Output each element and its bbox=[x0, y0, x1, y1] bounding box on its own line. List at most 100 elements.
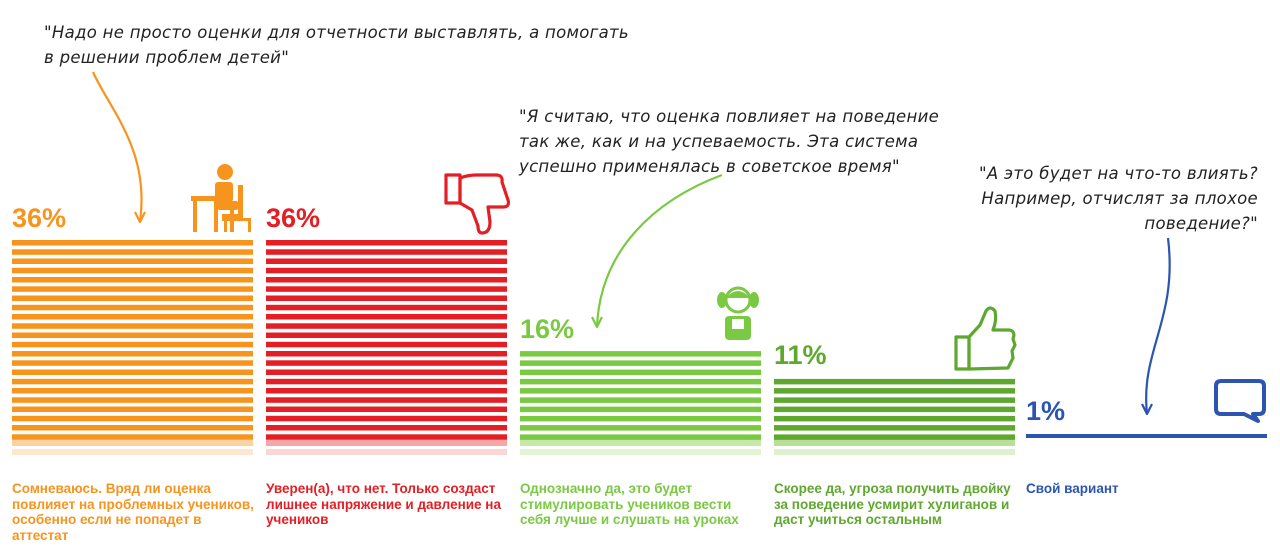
bar-1-stripe bbox=[12, 388, 253, 394]
quote-1-line-2: в решении проблем детей" bbox=[44, 48, 290, 67]
bar-2-stripe bbox=[266, 267, 507, 274]
bar-3-fade bbox=[520, 449, 761, 455]
bar-2-stripe bbox=[266, 397, 507, 403]
quote-1-line-1: "Надо не просто оценки для отчетности вы… bbox=[44, 23, 629, 42]
bar-3-stripe bbox=[520, 415, 761, 422]
value-label-4: 11% bbox=[774, 340, 827, 370]
bar-4-stripe bbox=[774, 378, 1015, 385]
bar-4-stripe bbox=[774, 434, 1015, 440]
bar-4-stripe bbox=[774, 425, 1015, 431]
arrow-quote-3-head bbox=[1141, 403, 1153, 416]
value-label-3: 16% bbox=[520, 314, 575, 344]
bar-1-stripe bbox=[12, 351, 253, 357]
bar-1-stripe bbox=[12, 304, 253, 311]
bar-4-stripe bbox=[774, 397, 1015, 403]
bar-4-stripe bbox=[774, 388, 1015, 394]
bar-2-stripe bbox=[266, 415, 507, 422]
value-label-2: 36% bbox=[266, 203, 321, 233]
bar-3-fade bbox=[520, 440, 761, 446]
bar-1-stripe bbox=[12, 434, 253, 440]
bar-1-stripe bbox=[12, 323, 253, 329]
bar-3-stripe bbox=[520, 434, 761, 440]
bar-2-stripe bbox=[266, 351, 507, 357]
bar-2-stripe bbox=[266, 369, 507, 375]
bar-1-fade bbox=[12, 440, 253, 446]
bar-3-stripe bbox=[520, 397, 761, 403]
bars-layer bbox=[12, 240, 1267, 455]
thumbs-down-icon bbox=[444, 173, 511, 235]
category-label-4: Скорее да, угроза получить двойку за пов… bbox=[774, 481, 1011, 527]
thumbs-up-icon bbox=[954, 306, 1017, 371]
category-label-2: Уверен(а), что нет. Только создаст лишне… bbox=[266, 481, 501, 527]
bar-2-stripe bbox=[266, 425, 507, 431]
quote-2: "Я считаю, что оценка повлияет на поведе… bbox=[519, 104, 939, 179]
bar-1-fade bbox=[12, 449, 253, 455]
bar-2-stripe bbox=[266, 388, 507, 394]
bar-1-stripe bbox=[12, 425, 253, 431]
category-label-5: Свой вариант bbox=[1026, 481, 1119, 496]
bar-1-stripe bbox=[12, 332, 253, 338]
bar-4-fade bbox=[774, 449, 1015, 455]
bar-2-stripe bbox=[266, 295, 507, 301]
bar-1-stripe bbox=[12, 249, 253, 255]
bar-4-stripe bbox=[774, 406, 1015, 413]
quote-3-line-3: поведение?" bbox=[1144, 214, 1258, 233]
bar-4-stripe bbox=[774, 415, 1015, 422]
quote-3-line-2: Например, отчислят за плохое bbox=[981, 189, 1258, 208]
bar-1-stripe bbox=[12, 369, 253, 375]
category-label-1: Сомневаюсь. Вряд ли оценка повлияет на п… bbox=[12, 481, 254, 543]
quote-2-line-2: так же, как и на успеваемость. Эта систе… bbox=[519, 132, 919, 151]
bar-3-stripe bbox=[520, 425, 761, 431]
category-label-3: Однозначно да, это будет стимулировать у… bbox=[520, 481, 739, 527]
bar-2-fade bbox=[266, 449, 507, 455]
bar-1-stripe bbox=[12, 406, 253, 412]
arrow-quote-2-head bbox=[591, 316, 603, 329]
bar-3-stripe bbox=[520, 378, 761, 385]
bar-1-stripe bbox=[12, 277, 253, 283]
value-label-5: 1% bbox=[1026, 396, 1066, 426]
bar-2-stripe bbox=[266, 286, 507, 292]
bar-2-stripe bbox=[266, 332, 507, 338]
value-label-1: 36% bbox=[12, 203, 67, 233]
quote-3: "А это будет на что-то влиять? Например,… bbox=[952, 161, 1258, 236]
quote-1: "Надо не просто оценки для отчетности вы… bbox=[44, 20, 629, 70]
bar-1-stripe bbox=[12, 258, 253, 264]
pupil-at-desk-icon bbox=[191, 164, 251, 232]
bar-3-stripe bbox=[520, 360, 761, 366]
bar-1-stripe bbox=[12, 360, 253, 366]
bar-1-stripe bbox=[12, 378, 253, 385]
quote-2-line-3: успешно применялась в советское время" bbox=[519, 157, 900, 176]
arrows-layer bbox=[91, 71, 1171, 416]
bar-2-stripe bbox=[266, 249, 507, 255]
bar-3-stripe bbox=[520, 406, 761, 413]
bar-1-stripe bbox=[12, 314, 253, 320]
quote-2-line-1: "Я считаю, что оценка повлияет на поведе… bbox=[519, 107, 940, 126]
bar-1-stripe bbox=[12, 415, 253, 422]
arrow-quote-3 bbox=[1145, 237, 1171, 415]
bar-3-stripe bbox=[520, 369, 761, 376]
bar-1-stripe bbox=[12, 240, 253, 246]
speech-bubble-icon bbox=[1214, 379, 1266, 423]
arrow-quote-2 bbox=[595, 173, 723, 328]
bar-1-stripe bbox=[12, 341, 253, 348]
bar-2-stripe bbox=[266, 323, 507, 329]
bar-3-stripe bbox=[520, 388, 761, 394]
bar-1-stripe bbox=[12, 267, 253, 274]
bar-2-stripe bbox=[266, 240, 507, 246]
bar-2-stripe bbox=[266, 341, 507, 348]
arrow-quote-1-head bbox=[134, 211, 146, 224]
quote-3-line-1: "А это будет на что-то влиять? bbox=[978, 164, 1258, 183]
bar-1-stripe bbox=[12, 397, 253, 403]
bar-3-stripe bbox=[520, 351, 761, 357]
bar-2-fade bbox=[266, 440, 507, 446]
bar-2-stripe bbox=[266, 378, 507, 385]
bar-2-stripe bbox=[266, 304, 507, 311]
bar-4-fade bbox=[774, 440, 1015, 446]
girl-icon bbox=[717, 286, 759, 340]
bar-2-stripe bbox=[266, 277, 507, 283]
bar-2-stripe bbox=[266, 406, 507, 412]
bar-2-stripe bbox=[266, 258, 507, 264]
bar-2-stripe bbox=[266, 434, 507, 440]
bar-2-stripe bbox=[266, 314, 507, 320]
